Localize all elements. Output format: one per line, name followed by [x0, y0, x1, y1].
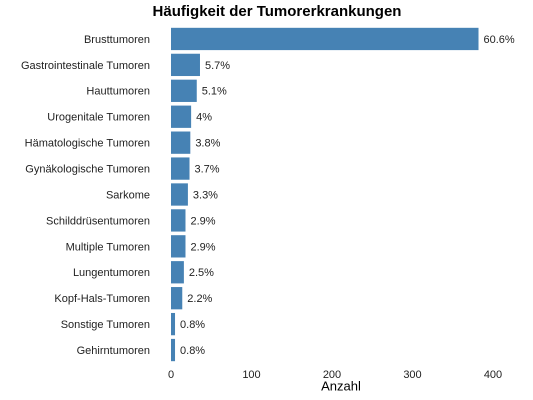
y-tick-label: Brusttumoren — [84, 34, 150, 46]
x-axis-title: Anzahl — [321, 378, 361, 393]
bar — [171, 287, 183, 310]
x-tick-label: 100 — [242, 369, 260, 381]
y-tick-label: Lungentumoren — [73, 267, 150, 279]
data-label: 2.9% — [190, 241, 215, 253]
y-tick-label: Sarkome — [106, 189, 150, 201]
bar — [171, 79, 197, 102]
data-label: 3.3% — [193, 189, 218, 201]
y-tick-label: Urogenitale Tumoren — [47, 112, 150, 124]
data-label: 3.7% — [195, 163, 220, 175]
y-tick-label: Hämatologische Tumoren — [25, 138, 150, 150]
y-tick-label: Gynäkologische Tumoren — [25, 163, 150, 175]
data-label: 60.6% — [484, 34, 515, 46]
bar — [171, 312, 176, 336]
data-label: 2.2% — [187, 293, 212, 305]
data-label: 5.7% — [205, 60, 230, 72]
bar — [171, 261, 184, 284]
x-tick-label: 400 — [484, 369, 502, 381]
bar — [171, 53, 200, 77]
y-tick-label: Schilddrüsentumoren — [46, 215, 150, 227]
x-tick-label: 200 — [323, 369, 341, 381]
data-label: 3.8% — [195, 138, 220, 150]
bar — [171, 157, 190, 180]
y-tick-label: Gehirntumoren — [77, 345, 150, 357]
y-tick-label: Multiple Tumoren — [66, 241, 150, 253]
y-tick-label: Hauttumoren — [86, 86, 150, 98]
bar — [171, 235, 186, 258]
data-label: 5.1% — [202, 86, 227, 98]
bar — [171, 183, 188, 206]
y-tick-label: Kopf-Hals-Tumoren — [54, 293, 150, 305]
chart-title: Häufigkeit der Tumorerkrankungen — [153, 3, 402, 20]
x-tick-label: 0 — [168, 369, 174, 381]
bar — [171, 338, 176, 362]
bar — [171, 27, 479, 51]
data-label: 0.8% — [180, 319, 205, 331]
x-tick-label: 300 — [403, 369, 421, 381]
y-tick-label: Gastrointestinale Tumoren — [21, 60, 150, 72]
data-label: 0.8% — [180, 345, 205, 357]
bar — [171, 131, 191, 154]
data-label: 4% — [196, 112, 212, 124]
y-tick-label: Sonstige Tumoren — [61, 319, 150, 331]
bar — [171, 105, 192, 128]
bar — [171, 209, 186, 232]
data-label: 2.5% — [189, 267, 214, 279]
data-label: 2.9% — [190, 215, 215, 227]
